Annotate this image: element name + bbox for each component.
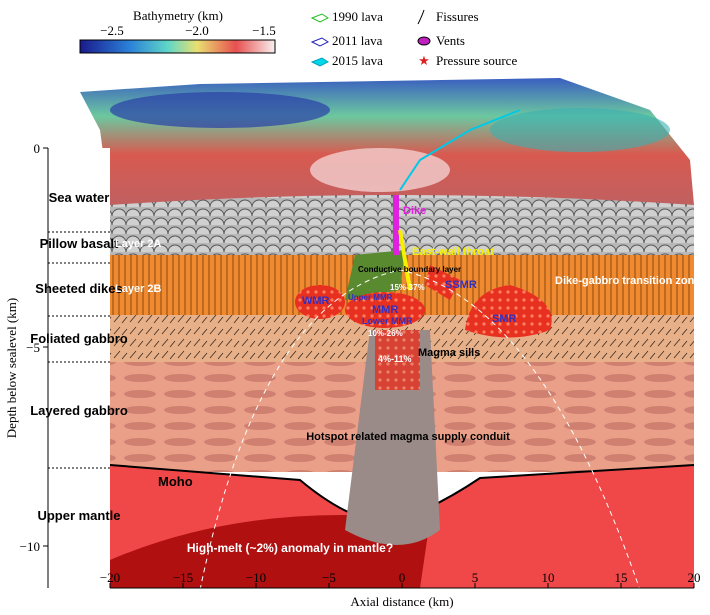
conductive-layer	[345, 250, 405, 300]
surface-high	[310, 148, 450, 192]
x-tick-label: −10	[246, 570, 266, 585]
annotation: MMR	[372, 304, 398, 316]
annotation: East-wall throat	[412, 246, 494, 258]
colorbar-title: Bathymetry (km)	[133, 8, 223, 23]
pillow-layer	[110, 195, 694, 260]
legend-icon	[310, 37, 329, 47]
annotation: Dike-gabbro transition zone	[555, 275, 700, 287]
x-axis-label: Axial distance (km)	[350, 594, 453, 609]
fissures	[399, 109, 521, 191]
y-tick-label: 0	[34, 141, 41, 156]
annotation: WMR	[302, 295, 330, 307]
transition-dash	[199, 269, 641, 591]
x-tick-label: 0	[399, 570, 406, 585]
surface-deep	[490, 108, 670, 152]
colorbar-tick: −2.0	[185, 23, 209, 38]
x-tick-label: −5	[322, 570, 336, 585]
legend-label: 2011 lava	[332, 33, 383, 48]
legend-label: Fissures	[436, 9, 479, 24]
x-tick-label: 20	[688, 570, 701, 585]
x-tick-label: 15	[615, 570, 628, 585]
ssmr	[425, 265, 460, 300]
annotation: Dike	[403, 205, 426, 217]
magma-sills	[375, 330, 420, 390]
mmr	[345, 292, 425, 328]
annotation: High-melt (~2%) anomaly in mantle?	[187, 541, 393, 555]
layer-label: Pillow basalt	[40, 236, 119, 251]
legend-icon	[310, 57, 329, 67]
colorbar-tick: −1.5	[252, 23, 276, 38]
annotation: SMR	[492, 313, 517, 325]
annotation: 4%-11%	[378, 354, 412, 364]
legend-label: 1990 lava	[332, 9, 383, 24]
left-column	[48, 148, 110, 588]
y-tick-label: −5	[26, 340, 40, 355]
dike	[393, 195, 399, 255]
annotation: Lower MMR	[362, 316, 413, 326]
annotation: Layer 2B	[115, 283, 162, 295]
annotation: 15%-37%	[390, 283, 425, 292]
annotation: SSMR	[445, 279, 477, 291]
legend-label: Pressure source	[436, 53, 517, 68]
layer-label: Upper mantle	[37, 508, 120, 523]
colorbar	[79, 39, 276, 54]
legend-icon	[417, 36, 431, 46]
annotation: Magma sills	[418, 347, 480, 359]
y-axis-label: Depth below sealevel (km)	[4, 298, 19, 438]
x-tick-label: −20	[100, 570, 120, 585]
east-wall-throat	[398, 229, 412, 291]
annotation: 10%-26%	[368, 329, 403, 338]
legend-icon	[310, 13, 329, 23]
annotation: Conductive boundary layer	[358, 265, 461, 274]
wmr	[295, 285, 345, 319]
legend-icon	[417, 9, 425, 25]
layer-label: Foliated gabbro	[30, 331, 128, 346]
annotation: Upper MMR	[348, 293, 393, 302]
layer-label: Sheeted dikes	[35, 281, 122, 296]
layer-label: Layered gabbro	[30, 403, 128, 418]
y-tick-label: −10	[20, 539, 40, 554]
annotation: Moho	[158, 474, 193, 489]
surface-deep	[110, 92, 330, 128]
x-tick-label: 5	[472, 570, 479, 585]
legend-label: 2015 lava	[332, 53, 383, 68]
x-tick-label: 10	[542, 570, 555, 585]
annotation: Layer 2A	[115, 238, 162, 250]
annotation: Hotspot related magma supply conduit	[306, 431, 510, 443]
layer-label: Sea water	[49, 190, 110, 205]
colorbar-tick: −2.5	[100, 23, 124, 38]
smr	[465, 285, 552, 338]
x-tick-label: −15	[173, 570, 193, 585]
legend-label: Vents	[436, 33, 465, 48]
high-melt	[110, 515, 430, 588]
legend-icon: ★	[418, 53, 430, 68]
